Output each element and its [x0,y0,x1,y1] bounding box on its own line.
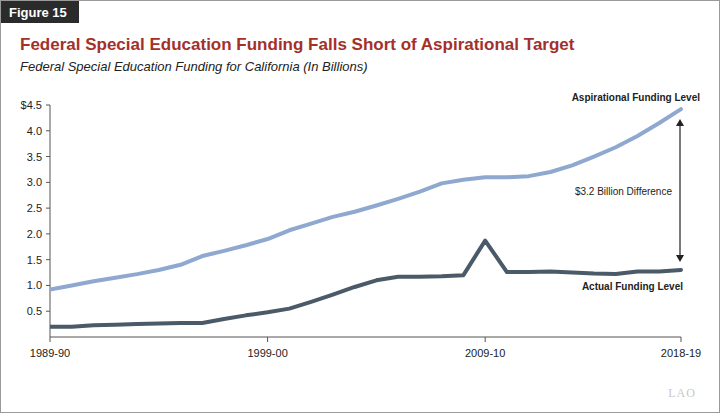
y-tick [46,105,50,106]
title: Federal Special Education Funding Falls … [20,35,575,54]
y-axis-line [50,105,51,337]
frame [1,1,720,413]
figure-badge [1,1,79,23]
y-tick-label: 2.0 [27,228,42,240]
y-tick [46,156,50,157]
y-tick [46,130,50,131]
y-tick-label: 4.0 [27,125,42,137]
annotation: $3.2 Billion Difference [575,186,673,197]
y-tick [46,285,50,286]
chart: Figure 15 Federal Special Education Fundi… [0,0,720,413]
y-tick-label: 0.5 [27,305,42,317]
y-tick-label: 3.0 [27,176,42,188]
series-line [50,109,681,289]
y-tick-label: 1.0 [27,279,42,291]
x-tick [267,337,268,342]
y-tick [46,259,50,260]
x-tick [485,337,486,342]
x-tick [50,337,51,342]
y-tick [46,311,50,312]
x-tick-label: 1999-00 [247,347,287,359]
series-label: Actual Funding Level [582,281,683,292]
x-axis-line [50,336,681,337]
x-tick-label: 2009-10 [465,347,505,359]
arrow-head [676,255,684,262]
y-tick [46,208,50,209]
subtitle: Federal Special Education Funding for Ca… [20,59,368,74]
series-group [50,109,681,327]
figure-label: Figure 15 [9,5,67,20]
x-tick-label: 1989-90 [30,347,70,359]
y-tick-label: $4.5 [21,99,42,111]
y-tick [46,233,50,234]
x-tick-label: 2018-19 [661,347,701,359]
arrow-head [676,119,684,126]
y-tick [46,182,50,183]
difference-arrow [679,122,680,259]
y-tick-label: 1.5 [27,254,42,266]
logo: LAO [668,386,696,400]
x-tick [681,337,682,342]
y-tick-label: 2.5 [27,202,42,214]
series-label: Aspirational Funding Level [572,92,701,103]
y-tick-label: 3.5 [27,151,42,163]
